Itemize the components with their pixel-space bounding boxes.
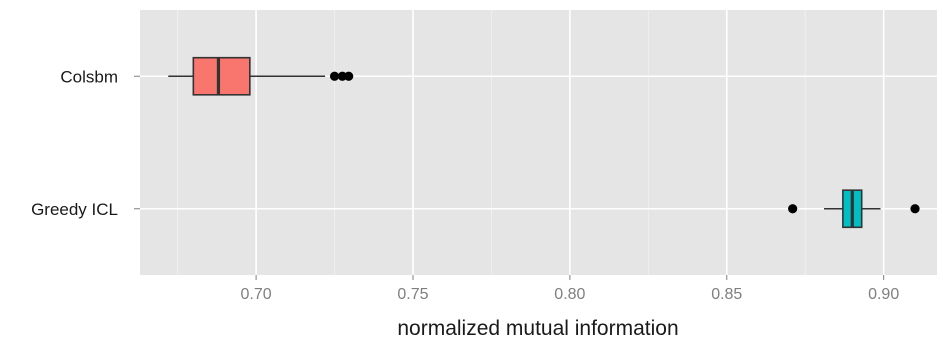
box-group bbox=[168, 56, 354, 96]
box-layer bbox=[168, 56, 920, 229]
y-category-label: Colsbm bbox=[60, 67, 118, 86]
outlier-point bbox=[329, 71, 340, 81]
y-axis: Colsbm Greedy ICL bbox=[31, 67, 140, 219]
outlier-point bbox=[788, 204, 798, 214]
x-tick-label: 0.70 bbox=[241, 286, 272, 303]
box-iqr bbox=[192, 56, 251, 96]
minor-gridlines bbox=[177, 10, 806, 275]
x-tick-label: 0.85 bbox=[711, 286, 742, 303]
y-category-label: Greedy ICL bbox=[31, 200, 118, 219]
x-tick-label: 0.75 bbox=[397, 286, 428, 303]
x-tick-label: 0.80 bbox=[554, 286, 585, 303]
x-axis: 0.70 0.75 0.80 0.85 0.90 bbox=[241, 275, 899, 303]
box-group bbox=[788, 189, 920, 229]
outlier-point bbox=[910, 204, 920, 214]
x-tick-label: 0.90 bbox=[868, 286, 899, 303]
plot-panel bbox=[140, 10, 937, 275]
outlier-point bbox=[344, 71, 354, 81]
x-axis-title: normalized mutual information bbox=[397, 317, 678, 338]
